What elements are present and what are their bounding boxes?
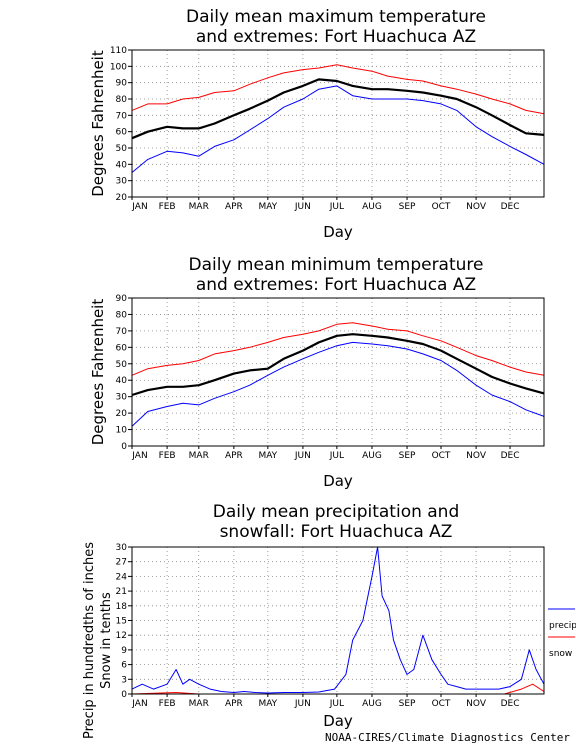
chart-title-line1: Daily mean maximum temperature	[186, 7, 486, 27]
x-tick-label: JAN	[131, 699, 147, 709]
plot-frame	[131, 49, 545, 198]
x-tick-label: SEP	[399, 699, 416, 709]
x-tick-label: OCT	[432, 451, 451, 461]
x-tick-label: AUG	[362, 451, 382, 461]
y-tick-label: 15	[116, 617, 127, 627]
x-tick-label: FEB	[159, 202, 176, 212]
legend-label-snow: snow	[549, 649, 572, 659]
y-tick-label: 90	[116, 79, 128, 89]
x-tick-label: AUG	[362, 699, 382, 709]
x-tick-label: NOV	[466, 202, 487, 212]
x-tick-label: APR	[225, 699, 243, 709]
series-line-max-extreme	[131, 64, 545, 115]
x-tick-label: DEC	[501, 451, 520, 461]
x-tick-label: FEB	[159, 699, 176, 709]
y-tick-label: 9	[121, 646, 127, 656]
x-tick-label: JAN	[131, 202, 147, 212]
x-tick-label: OCT	[432, 699, 451, 709]
y-tick-label: 30	[116, 393, 128, 403]
y-tick-label: 6	[121, 661, 127, 671]
y-axis-label: Degrees Fahrenheit	[89, 299, 107, 446]
y-tick-label: 21	[116, 587, 127, 597]
chart-title-line2: snowfall: Fort Huachuca AZ	[220, 522, 453, 542]
x-tick-label: OCT	[432, 202, 451, 212]
y-tick-label: 90	[116, 294, 128, 304]
x-tick-label: AUG	[362, 202, 382, 212]
series-line-min-extreme	[131, 85, 545, 173]
y-tick-label: 70	[116, 327, 128, 337]
chart-title-line1: Daily mean precipitation and	[213, 502, 460, 522]
x-tick-label: APR	[225, 451, 243, 461]
x-tick-label: MAY	[258, 451, 277, 461]
y-tick-label: 40	[116, 160, 128, 170]
legend-label-precip: precip	[549, 621, 576, 631]
x-tick-label: JUL	[329, 699, 344, 709]
x-tick-label: JUN	[294, 202, 311, 212]
y-axis-label: Degrees Fahrenheit	[89, 50, 107, 197]
x-axis-label: Day	[323, 712, 353, 730]
y-tick-label: 60	[116, 128, 128, 138]
y-tick-label: 50	[116, 144, 128, 154]
series-line-precip	[131, 546, 545, 694]
series-line-mean	[131, 78, 545, 140]
x-tick-label: JAN	[131, 451, 147, 461]
x-tick-label: JUN	[294, 451, 311, 461]
x-tick-label: DEC	[501, 699, 520, 709]
series-line-max-extreme	[131, 322, 545, 376]
plot-frame	[131, 297, 545, 447]
y-tick-label: 50	[116, 360, 128, 370]
y-tick-label: 0	[121, 442, 127, 452]
y-tick-label: 12	[116, 631, 127, 641]
x-tick-label: FEB	[159, 451, 176, 461]
y-tick-label: 10	[116, 426, 128, 436]
series-line-min-extreme	[131, 341, 545, 427]
y-tick-label: 110	[110, 46, 127, 56]
x-tick-label: MAY	[258, 699, 277, 709]
y-tick-label: 20	[116, 409, 128, 419]
x-tick-label: APR	[225, 202, 243, 212]
series-line-mean	[131, 333, 545, 397]
y-tick-label: 70	[116, 111, 128, 121]
y-tick-label: 60	[116, 343, 128, 353]
y-tick-label: 80	[116, 95, 128, 105]
y-axis-label-secondary: Snow in tenths	[99, 592, 114, 689]
y-axis-label: Precip in hundredths of inches	[82, 542, 97, 739]
chart-title-line2: and extremes: Fort Huachuca AZ	[196, 275, 476, 295]
y-tick-label: 0	[121, 690, 127, 700]
y-tick-label: 20	[116, 193, 128, 203]
y-tick-label: 27	[116, 558, 127, 568]
y-tick-label: 18	[116, 602, 128, 612]
plot-frame	[131, 546, 545, 695]
y-tick-label: 80	[116, 310, 128, 320]
x-tick-label: MAY	[258, 202, 277, 212]
chart-title-line2: and extremes: Fort Huachuca AZ	[196, 27, 476, 47]
x-tick-label: MAR	[189, 699, 209, 709]
x-tick-label: MAR	[189, 202, 209, 212]
x-tick-label: JUN	[294, 699, 311, 709]
y-tick-label: 30	[116, 177, 128, 187]
y-tick-label: 3	[121, 675, 127, 685]
y-tick-label: 40	[116, 376, 128, 386]
x-axis-label: Day	[323, 472, 353, 490]
x-tick-label: SEP	[399, 451, 416, 461]
x-tick-label: JUL	[329, 451, 344, 461]
x-tick-label: NOV	[466, 451, 487, 461]
y-tick-label: 100	[110, 62, 127, 72]
y-tick-label: 30	[116, 543, 128, 553]
x-axis-label: Day	[323, 223, 353, 241]
x-tick-label: JUL	[329, 202, 344, 212]
x-tick-label: SEP	[399, 202, 416, 212]
x-tick-label: NOV	[466, 699, 487, 709]
x-tick-label: MAR	[189, 451, 209, 461]
x-tick-label: DEC	[501, 202, 520, 212]
y-tick-label: 24	[116, 572, 128, 582]
chart-title-line1: Daily mean minimum temperature	[189, 255, 484, 275]
footer-credit: NOAA-CIRES/Climate Diagnostics Center	[324, 731, 570, 744]
